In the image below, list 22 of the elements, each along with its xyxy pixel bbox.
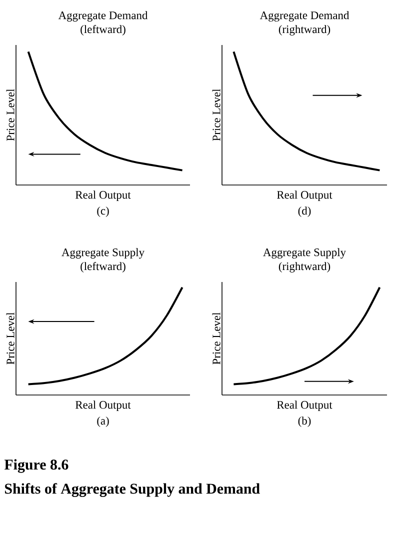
- x-axis-title: Real Output: [276, 190, 332, 202]
- chart-subtitle: (rightward): [278, 262, 330, 272]
- text: (c): [97, 206, 109, 217]
- chart-title: Aggregate Demand: [260, 11, 350, 22]
- text: (d): [298, 206, 311, 217]
- y-axis-title: Price Level: [212, 88, 220, 141]
- chart-title: Aggregate Supply: [62, 248, 144, 259]
- x-axis-title: Real Output: [75, 400, 131, 412]
- text: Shifts of Aggregate Supply and Demand: [4, 483, 260, 497]
- caption: Figure 8.6: [4, 459, 68, 473]
- x-axis-title: Real Output: [276, 400, 332, 412]
- y-axis-title: Price Level: [212, 312, 220, 364]
- chart-title: Aggregate Demand: [58, 11, 148, 22]
- chart-title: Aggregate Supply: [263, 248, 346, 259]
- text: (a): [97, 416, 109, 427]
- text: (b): [298, 416, 311, 427]
- chart-subtitle: (leftward): [80, 24, 126, 36]
- chart-subtitle: (leftward): [80, 262, 126, 272]
- y-axis-title: Price Level: [6, 312, 14, 364]
- x-axis-title: Real Output: [75, 190, 131, 202]
- y-axis-title: Price Level: [6, 88, 14, 141]
- chart-subtitle: (rightward): [278, 25, 330, 36]
